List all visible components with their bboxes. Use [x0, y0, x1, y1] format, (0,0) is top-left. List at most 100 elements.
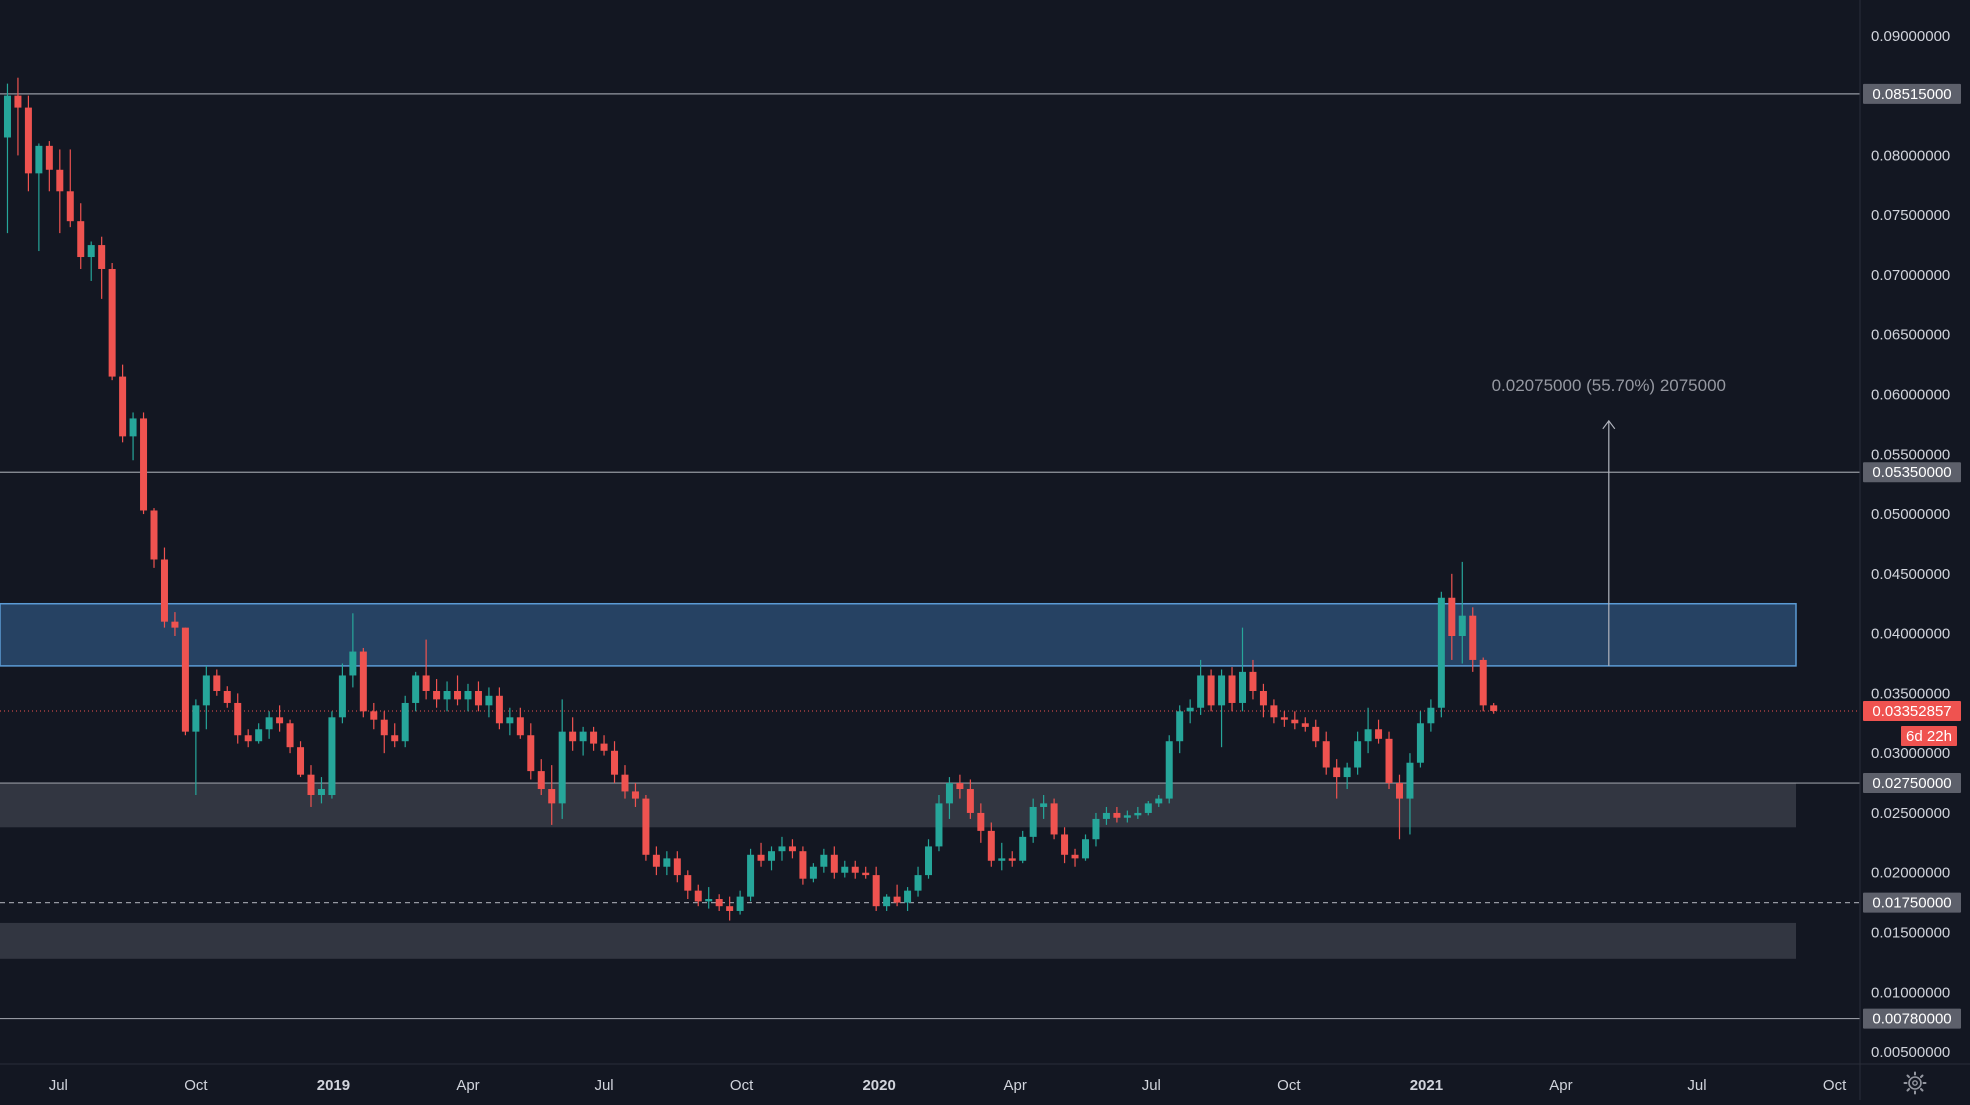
candle[interactable] [935, 795, 943, 852]
measure-layer[interactable]: 0.02075000 (55.70%) 2075000 [1492, 376, 1726, 666]
candle[interactable] [872, 866, 880, 911]
candle[interactable] [925, 839, 933, 879]
support-zone[interactable] [0, 922, 1796, 959]
candle[interactable] [1333, 759, 1341, 799]
candle[interactable] [569, 717, 577, 751]
candle[interactable] [150, 508, 158, 568]
candle[interactable] [1416, 711, 1424, 768]
candle[interactable] [422, 639, 430, 700]
candle[interactable] [464, 683, 472, 712]
candle[interactable] [1019, 830, 1027, 864]
candle[interactable] [1343, 762, 1351, 790]
candle[interactable] [663, 851, 671, 876]
candle[interactable] [1479, 657, 1487, 712]
candle[interactable] [1280, 711, 1288, 727]
candle[interactable] [600, 735, 608, 756]
candle[interactable] [140, 412, 148, 515]
candle[interactable] [192, 699, 200, 796]
candle[interactable] [1207, 669, 1215, 712]
candle[interactable] [485, 687, 493, 718]
candle[interactable] [1490, 702, 1498, 714]
candle[interactable] [255, 723, 263, 744]
candle[interactable] [1144, 800, 1152, 816]
candle[interactable] [1354, 731, 1362, 775]
candle[interactable] [799, 846, 807, 885]
candle[interactable] [1113, 806, 1121, 823]
candle[interactable] [1081, 834, 1089, 861]
candle[interactable] [1437, 591, 1445, 718]
candle[interactable] [401, 695, 409, 748]
candle[interactable] [1218, 669, 1226, 748]
candle[interactable] [474, 681, 482, 712]
candle[interactable] [1291, 711, 1299, 730]
candle[interactable] [1092, 812, 1100, 847]
candle[interactable] [987, 822, 995, 867]
candle[interactable] [788, 839, 796, 859]
candle[interactable] [1071, 848, 1079, 867]
candle[interactable] [956, 774, 964, 799]
candle[interactable] [412, 671, 420, 712]
candle[interactable] [830, 846, 838, 879]
candle[interactable] [1469, 607, 1477, 672]
candle[interactable] [1364, 707, 1372, 754]
candle[interactable] [694, 884, 702, 907]
candle[interactable] [1448, 573, 1456, 660]
candle[interactable] [1061, 827, 1069, 864]
candle[interactable] [621, 765, 629, 799]
candle[interactable] [757, 842, 765, 867]
candle[interactable] [579, 726, 587, 756]
candle[interactable] [24, 95, 32, 192]
candle[interactable] [548, 765, 556, 825]
candle[interactable] [391, 723, 399, 748]
candle[interactable] [904, 887, 912, 911]
candle[interactable] [380, 711, 388, 754]
candle[interactable] [1322, 731, 1330, 775]
candle[interactable] [181, 627, 189, 736]
candle[interactable] [809, 863, 817, 883]
candle[interactable] [1375, 719, 1383, 744]
candle[interactable] [1427, 699, 1435, 732]
candle[interactable] [1008, 851, 1016, 867]
candle[interactable] [1301, 717, 1309, 732]
candle[interactable] [1228, 667, 1236, 712]
candle[interactable] [715, 894, 723, 911]
candle[interactable] [1040, 795, 1048, 819]
candle[interactable] [1249, 659, 1257, 700]
candle[interactable] [66, 149, 74, 228]
candle[interactable] [160, 547, 168, 628]
candle[interactable] [705, 887, 713, 909]
candle[interactable] [914, 866, 922, 897]
candle[interactable] [77, 203, 85, 269]
candle[interactable] [1186, 699, 1194, 724]
candle[interactable] [3, 83, 11, 234]
candle[interactable] [370, 702, 378, 730]
candle[interactable] [590, 726, 598, 751]
candle[interactable] [516, 707, 524, 739]
candle[interactable] [98, 236, 106, 299]
candle[interactable] [1029, 798, 1037, 843]
candle[interactable] [286, 719, 294, 754]
support-zone[interactable] [0, 783, 1796, 828]
candle[interactable] [1458, 561, 1466, 664]
candle[interactable] [244, 729, 252, 748]
candle[interactable] [202, 665, 210, 730]
candle[interactable] [129, 412, 137, 461]
candle[interactable] [338, 663, 346, 724]
candle[interactable] [223, 686, 231, 708]
candle[interactable] [862, 866, 870, 879]
candle[interactable] [276, 705, 284, 732]
candle[interactable] [35, 143, 43, 252]
candle[interactable] [1176, 705, 1184, 754]
candle[interactable] [966, 779, 974, 819]
candle[interactable] [642, 795, 650, 861]
candle[interactable] [454, 675, 462, 706]
candle[interactable] [1197, 659, 1205, 715]
candle[interactable] [998, 842, 1006, 871]
candle[interactable] [443, 681, 451, 712]
candle[interactable] [1050, 798, 1058, 840]
candle[interactable] [495, 687, 503, 730]
candle[interactable] [527, 723, 535, 780]
candle[interactable] [747, 848, 755, 902]
candle[interactable] [537, 759, 545, 796]
